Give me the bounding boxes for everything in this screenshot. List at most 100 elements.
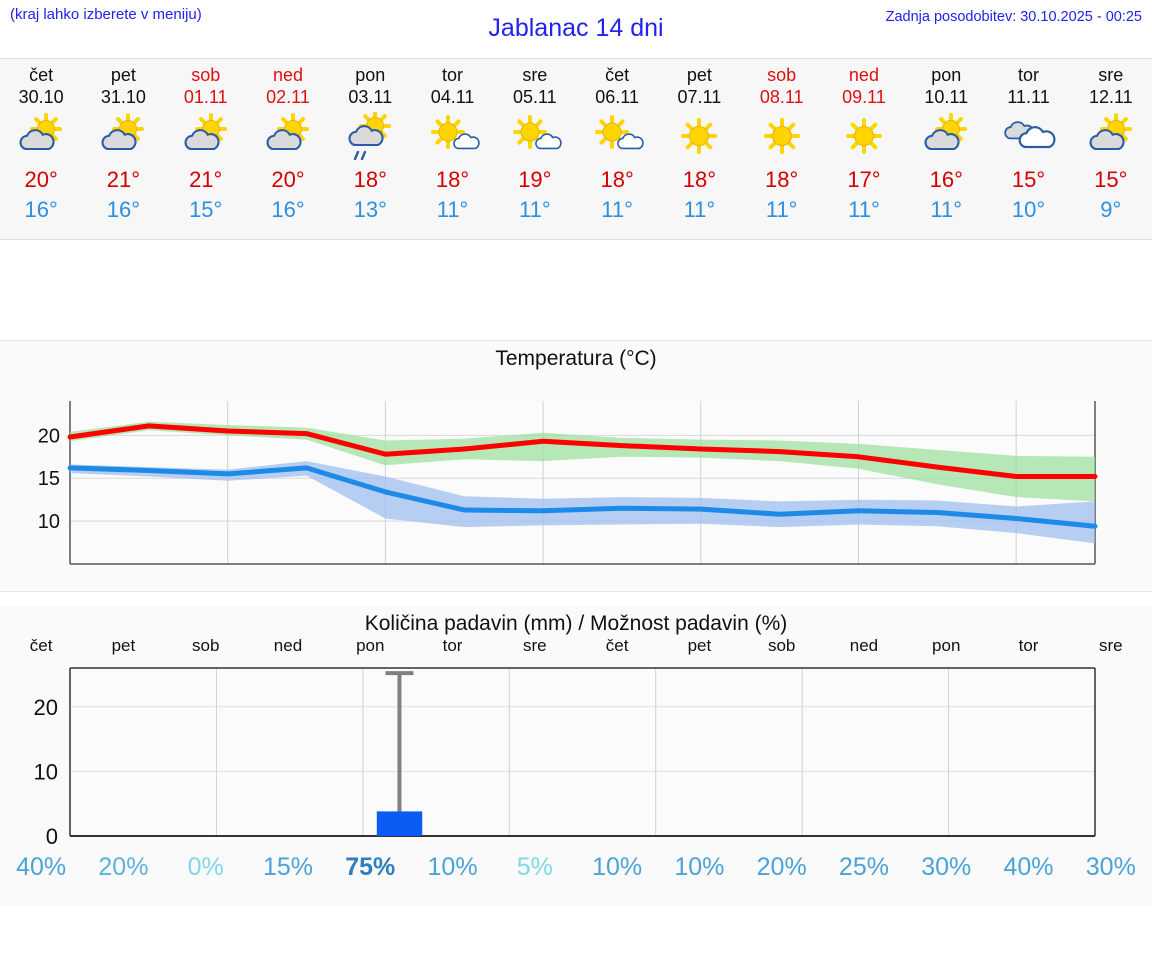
day-column[interactable]: pon 10.11 16° 11° xyxy=(905,59,987,239)
mostly-sunny-icon xyxy=(507,112,563,160)
day-column[interactable]: čet 30.10 20° 16° xyxy=(0,59,82,239)
temperature-min: 13° xyxy=(353,197,387,222)
day-date: 12.11 xyxy=(1088,87,1133,107)
precipitation-probability: 30% xyxy=(1085,853,1136,881)
partly-cloudy-icon xyxy=(918,112,974,160)
day-name: sob xyxy=(191,65,221,85)
temperature-max: 15° xyxy=(1011,167,1046,192)
precipitation-day-label: ned xyxy=(273,636,303,655)
svg-text:20: 20 xyxy=(38,425,60,447)
day-column[interactable]: sre 12.11 15° 9° xyxy=(1070,59,1152,239)
last-update-text: Zadnja posodobitev: 30.10.2025 - 00:25 xyxy=(885,9,1142,25)
partly-cloudy-icon xyxy=(260,112,316,160)
temperature-min: 16° xyxy=(271,197,305,222)
sunny-icon xyxy=(836,112,892,160)
daily-forecast-strip: čet 30.10 20° 16° pet 31.10 21° 16° sob 01.11 2… xyxy=(0,58,1152,240)
precipitation-probability: 25% xyxy=(838,853,889,881)
day-name: pon xyxy=(931,65,962,85)
partly-cloudy-icon xyxy=(13,112,69,160)
precipitation-probability: 30% xyxy=(921,853,972,881)
day-column[interactable]: sre 05.11 19° 11° xyxy=(494,59,576,239)
day-date: 08.11 xyxy=(759,87,804,107)
page-title: Jablanac 14 dni xyxy=(488,14,664,42)
temperature-min: 11° xyxy=(436,197,469,222)
sunny-icon xyxy=(754,112,810,160)
precipitation-probability: 10% xyxy=(592,853,643,881)
precipitation-probability: 40% xyxy=(1003,853,1054,881)
day-column[interactable]: pon 03.11 18° 13° xyxy=(329,59,411,239)
temperature-max: 21° xyxy=(106,167,141,192)
svg-text:10: 10 xyxy=(38,511,60,533)
day-name: tor xyxy=(1018,65,1040,85)
temperature-min: 9° xyxy=(1100,197,1122,222)
precipitation-chart-title: Količina padavin (mm) / Možnost padavin … xyxy=(364,612,788,635)
mostly-sunny-icon xyxy=(589,112,645,160)
precipitation-day-label: čet xyxy=(29,636,53,655)
precipitation-probability-row: 40% 20% 0% 15% 75% 10% 5% 10% 10% 20% 25% 30% 40% 30% xyxy=(0,851,1152,882)
day-name: sob xyxy=(767,65,797,85)
precipitation-probability: 5% xyxy=(516,853,553,881)
temperature-max: 16° xyxy=(929,167,963,192)
temperature-max: 18° xyxy=(353,167,387,192)
temperature-min: 11° xyxy=(930,197,963,222)
precipitation-day-label: pet xyxy=(111,636,136,655)
temperature-chart-canvas: 10 15 20 xyxy=(0,371,1152,591)
svg-text:15: 15 xyxy=(38,468,60,490)
page-header: (kraj lahko izberete v meniju) Jablanac … xyxy=(0,0,1152,58)
temperature-min: 16° xyxy=(106,197,141,222)
day-date: 11.11 xyxy=(1007,87,1050,107)
precipitation-probability: 75% xyxy=(345,853,396,881)
temperature-min: 11° xyxy=(519,197,551,222)
temperature-max: 18° xyxy=(600,167,634,192)
precipitation-day-label: sre xyxy=(1098,636,1123,655)
day-date: 05.11 xyxy=(512,87,557,107)
precipitation-day-label: pon xyxy=(932,636,961,655)
day-column[interactable]: pet 31.10 21° 16° xyxy=(82,59,164,239)
day-column[interactable]: ned 09.11 17° 11° xyxy=(823,59,905,239)
day-date: 04.11 xyxy=(430,87,475,107)
precipitation-probability: 20% xyxy=(756,853,807,881)
day-date: 31.10 xyxy=(100,87,146,107)
partly-cloudy-icon xyxy=(178,112,234,160)
temperature-max: 20° xyxy=(24,167,58,192)
day-date: 02.11 xyxy=(266,87,310,107)
day-column[interactable]: sob 01.11 21° 15° xyxy=(165,59,247,239)
precipitation-day-label: čet xyxy=(605,636,629,655)
cloudy-icon xyxy=(1001,112,1057,160)
svg-text:10: 10 xyxy=(34,759,58,784)
temperature-min: 16° xyxy=(24,197,58,222)
temperature-min: 11° xyxy=(765,197,798,222)
day-date: 09.11 xyxy=(842,87,886,107)
day-column[interactable]: tor 04.11 18° 11° xyxy=(411,59,493,239)
temperature-max: 20° xyxy=(271,167,305,192)
day-column[interactable]: čet 06.11 18° 11° xyxy=(576,59,658,239)
day-column[interactable]: tor 11.11 15° 10° xyxy=(987,59,1069,239)
precipitation-day-label: pon xyxy=(356,636,385,655)
temperature-min: 10° xyxy=(1011,197,1046,222)
spacer xyxy=(0,240,1152,340)
day-name: sre xyxy=(522,65,548,85)
day-column[interactable]: sob 08.11 18° 11° xyxy=(741,59,823,239)
precipitation-probability: 20% xyxy=(98,853,149,881)
day-name: čet xyxy=(29,65,54,85)
day-column[interactable]: ned 02.11 20° 16° xyxy=(247,59,329,239)
precipitation-day-label: ned xyxy=(849,636,879,655)
day-date: 06.11 xyxy=(595,87,639,107)
temperature-max: 18° xyxy=(682,167,717,192)
day-column[interactable]: pet 07.11 18° 11° xyxy=(658,59,740,239)
precipitation-day-label: tor xyxy=(442,636,463,655)
temperature-max: 17° xyxy=(847,167,881,192)
temperature-max: 21° xyxy=(189,167,223,192)
day-name: pet xyxy=(110,65,136,85)
precipitation-day-label: tor xyxy=(1018,636,1039,655)
temperature-max: 18° xyxy=(435,167,470,192)
precipitation-day-label: sre xyxy=(523,636,547,655)
day-name: pon xyxy=(355,65,386,85)
precipitation-day-label: pet xyxy=(687,636,712,655)
svg-text:20: 20 xyxy=(34,695,58,720)
day-name: čet xyxy=(605,65,630,85)
precipitation-day-label: sob xyxy=(191,636,220,655)
day-date: 10.11 xyxy=(924,87,969,107)
